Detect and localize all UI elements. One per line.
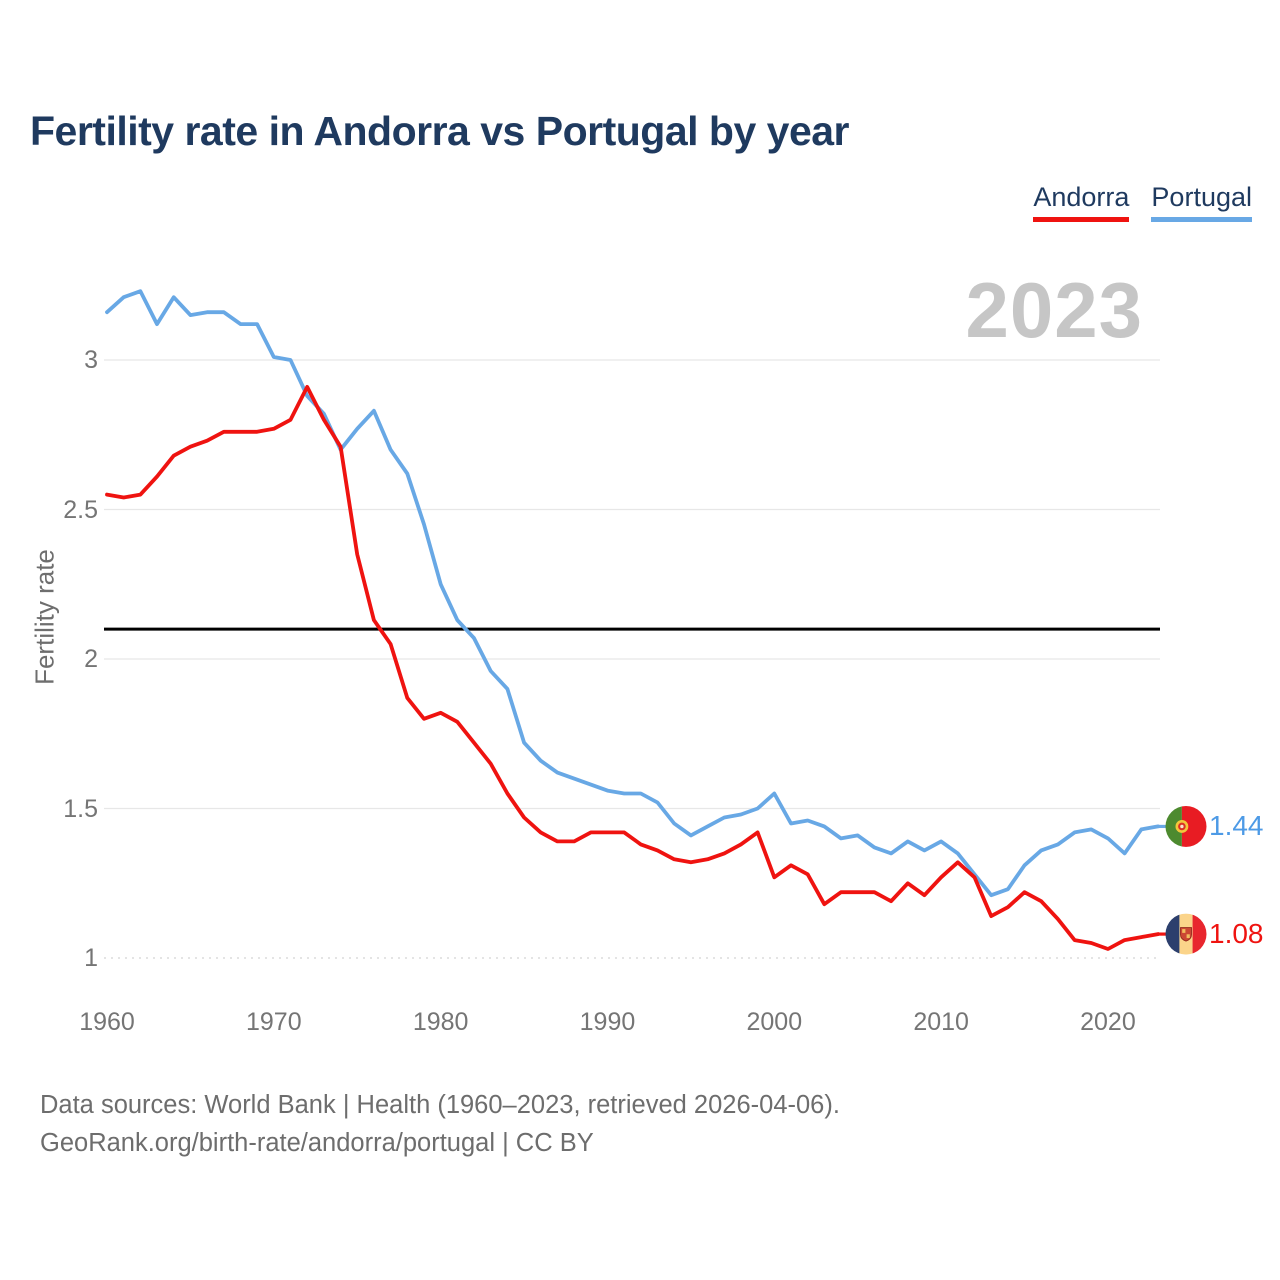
y-tick-label-1.5: 1.5 — [63, 794, 98, 823]
ad-red-band — [1192, 913, 1207, 955]
andorra-flag-icon — [1165, 913, 1207, 955]
x-tick-label-2000: 2000 — [746, 1008, 803, 1036]
pt-emblem-dot — [1180, 824, 1184, 829]
y-tick-label-2.5: 2.5 — [63, 495, 98, 524]
x-tick-label-1980: 1980 — [412, 1008, 469, 1036]
legend-item-andorra[interactable]: Andorra — [1033, 182, 1130, 222]
footer-license: GeoRank.org/birth-rate/andorra/portugal … — [40, 1129, 594, 1157]
pt-green-band — [1165, 805, 1182, 847]
legend-label-andorra: Andorra — [1033, 182, 1130, 212]
footer-data-sources: Data sources: World Bank | Health (1960–… — [40, 1091, 840, 1119]
y-tick-label-1: 1 — [84, 944, 98, 972]
x-tick-label-2010: 2010 — [913, 1008, 969, 1036]
legend: Andorra Portugal — [1033, 182, 1252, 222]
series-line-portugal — [105, 289, 1160, 898]
watermark-year: 2023 — [965, 266, 1143, 354]
ad-blue-band — [1165, 913, 1180, 955]
legend-item-portugal[interactable]: Portugal — [1151, 182, 1252, 222]
x-tick-label-1960: 1960 — [79, 1008, 135, 1036]
y-tick-label-2: 2 — [84, 645, 98, 673]
end-value-andorra: 1.08 — [1209, 918, 1264, 950]
footer-attribution: Data sources: World Bank | Health (1960–… — [40, 1086, 840, 1162]
series-line-andorra — [105, 384, 1160, 951]
legend-label-portugal: Portugal — [1151, 182, 1252, 212]
end-value-portugal: 1.44 — [1209, 810, 1264, 842]
x-tick-label-1970: 1970 — [246, 1008, 302, 1036]
ad-shield-detail-1 — [1182, 929, 1186, 933]
x-tick-label-2020: 2020 — [1080, 1008, 1136, 1036]
y-tick-label-3: 3 — [84, 346, 98, 374]
page-title: Fertility rate in Andorra vs Portugal by… — [30, 108, 850, 154]
ad-shield — [1180, 927, 1192, 942]
x-tick-label-1990: 1990 — [579, 1008, 636, 1036]
ad-shield-detail-2 — [1186, 934, 1190, 939]
portugal-flag-icon — [1165, 805, 1207, 847]
